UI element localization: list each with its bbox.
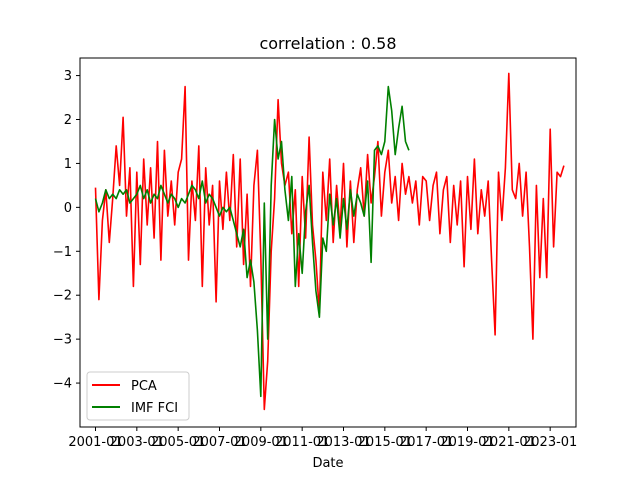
series-line-pca bbox=[94, 72, 565, 411]
legend: PCA IMF FCI bbox=[86, 371, 190, 421]
chart-title: correlation : 0.58 bbox=[259, 34, 396, 53]
x-tick-label: 2015-01 bbox=[358, 435, 412, 450]
y-tick-label: 2 bbox=[64, 113, 72, 128]
legend-label-imf-fci: IMF FCI bbox=[131, 401, 178, 416]
series-line-imf-fci bbox=[94, 85, 410, 398]
x-tick-label: 2001-01 bbox=[68, 435, 122, 450]
y-tick-label: −1 bbox=[53, 245, 72, 260]
y-tick-label: −3 bbox=[53, 333, 72, 348]
y-tick-label: −2 bbox=[53, 289, 72, 304]
y-tick-label: 0 bbox=[64, 201, 72, 216]
x-axis: 2001-012003-012005-012007-012009-012011-… bbox=[68, 427, 577, 450]
y-tick-label: 3 bbox=[64, 69, 72, 84]
y-tick-label: −4 bbox=[53, 377, 72, 392]
x-axis-label: Date bbox=[312, 456, 343, 471]
x-tick-label: 2017-01 bbox=[399, 435, 453, 450]
x-tick-label: 2009-01 bbox=[234, 435, 288, 450]
x-tick-label: 2013-01 bbox=[316, 435, 370, 450]
x-tick-label: 2003-01 bbox=[110, 435, 164, 450]
x-tick-label: 2021-01 bbox=[482, 435, 536, 450]
y-axis: −4 −3 −2 −1 0 1 2 3 bbox=[53, 69, 80, 392]
x-tick-label: 2011-01 bbox=[275, 435, 329, 450]
x-tick-label: 2023-01 bbox=[523, 435, 577, 450]
legend-label-pca: PCA bbox=[131, 379, 157, 394]
plot-frame bbox=[79, 57, 577, 428]
y-tick-label: 1 bbox=[64, 157, 72, 172]
x-tick-label: 2019-01 bbox=[440, 435, 494, 450]
x-tick-label: 2007-01 bbox=[192, 435, 246, 450]
plot-area bbox=[94, 72, 565, 411]
x-tick-label: 2005-01 bbox=[151, 435, 205, 450]
